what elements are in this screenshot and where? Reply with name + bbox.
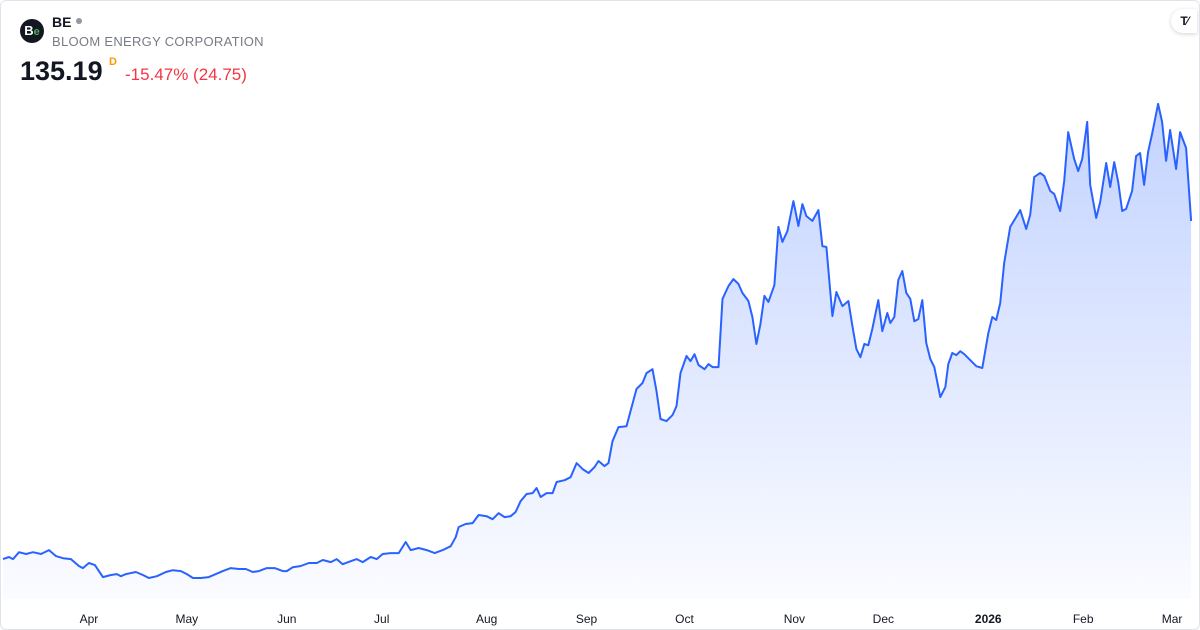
interval-badge: D xyxy=(109,56,117,68)
x-tick-label: May xyxy=(176,612,199,626)
x-tick-label: Apr xyxy=(80,612,99,626)
x-tick-label: Nov xyxy=(784,612,805,626)
x-tick-label: Aug xyxy=(476,612,497,626)
ticker-symbol[interactable]: BE xyxy=(52,14,83,30)
company-name: BLOOM ENERGY CORPORATION xyxy=(52,34,264,49)
market-status-dot-icon xyxy=(76,18,83,25)
x-tick-label: Feb xyxy=(1073,612,1094,626)
x-tick-label: Sep xyxy=(576,612,598,626)
company-logo: Be xyxy=(20,19,44,43)
price-line xyxy=(2,102,1193,579)
price-area-fill xyxy=(3,103,1192,600)
last-price: 135.19 xyxy=(20,56,103,86)
x-tick-label: Jul xyxy=(374,612,389,626)
x-tick-label: Oct xyxy=(675,612,694,626)
price-change: -15.47% (24.75) xyxy=(125,65,247,84)
x-tick-label: 2026 xyxy=(975,612,1002,626)
ticker-label: BE xyxy=(52,14,72,30)
x-tick-label: Jun xyxy=(277,612,296,626)
x-axis: Apr May Jun Jul Aug Sep Oct Nov Dec 2026 Feb Mar xyxy=(80,612,1183,626)
x-tick-label: Dec xyxy=(873,612,894,626)
x-tick-label: Mar xyxy=(1162,612,1183,626)
tradingview-logo-icon[interactable]: T⁄ xyxy=(1171,9,1197,33)
